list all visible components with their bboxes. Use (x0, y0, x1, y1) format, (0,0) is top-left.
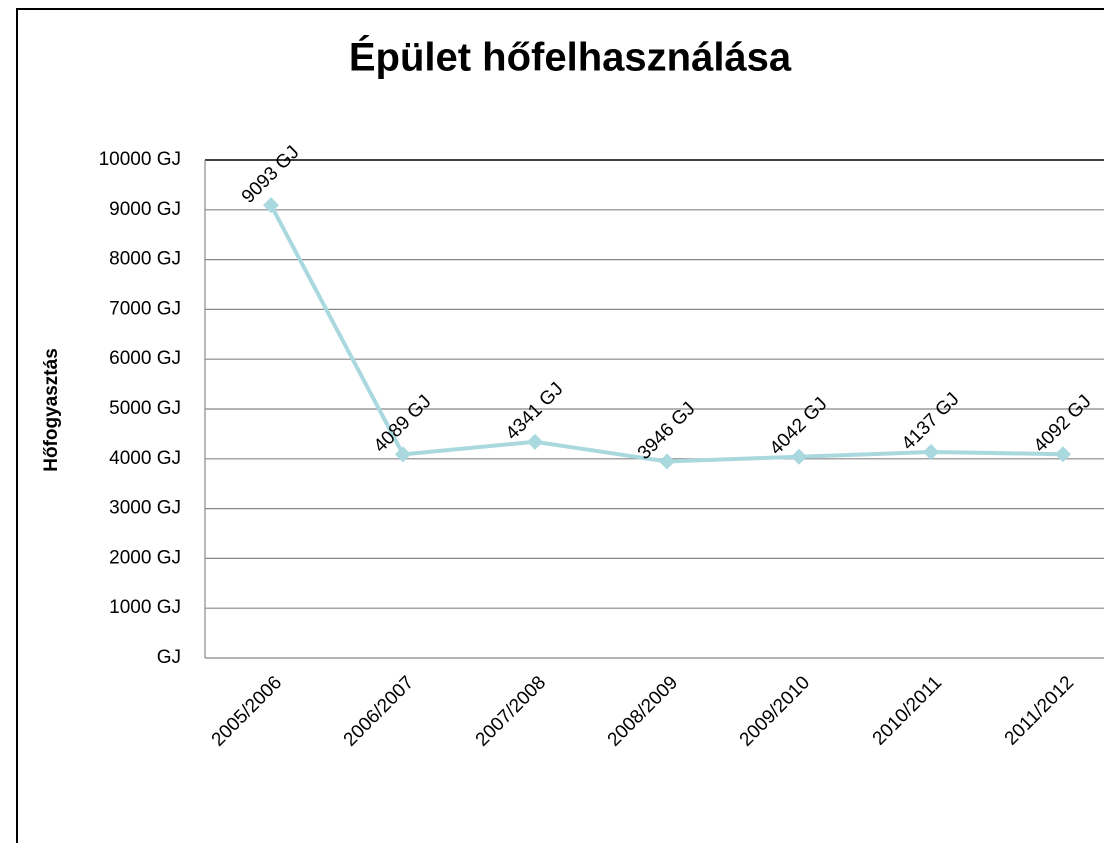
marker (791, 448, 807, 465)
y-tick-label: GJ (157, 647, 181, 668)
y-tick-label: 4000 GJ (109, 448, 181, 469)
marker (1055, 446, 1071, 463)
y-tick-label: 2000 GJ (109, 547, 181, 568)
chart-frame (16, 8, 1104, 843)
y-tick-label: 5000 GJ (109, 398, 181, 419)
x-tick-label: 2006/2007 (340, 672, 418, 750)
marker (659, 453, 675, 470)
x-tick-label: 2007/2008 (472, 672, 550, 750)
y-tick-label: 9000 GJ (109, 199, 181, 220)
marker (395, 446, 411, 463)
y-tick-label: 10000 GJ (99, 149, 181, 170)
x-tick-label: 2008/2009 (604, 672, 682, 750)
chart-title: Épület hőfelhasználása (349, 35, 792, 80)
y-tick-label: 8000 GJ (109, 249, 181, 270)
marker (263, 197, 279, 214)
y-tick-label: 6000 GJ (109, 348, 181, 369)
x-tick-label: 2009/2010 (736, 672, 814, 750)
y-tick-label: 3000 GJ (109, 498, 181, 519)
marker (923, 443, 939, 460)
y-axis-title: Hőfogyasztás (41, 348, 62, 472)
x-tick-label: 2005/2006 (208, 672, 286, 750)
x-tick-label: 2010/2011 (869, 672, 946, 749)
y-tick-label: 7000 GJ (109, 298, 181, 319)
marker (527, 433, 543, 450)
x-tick-label: 2011/2012 (1001, 672, 1078, 749)
y-tick-label: 1000 GJ (109, 597, 181, 618)
